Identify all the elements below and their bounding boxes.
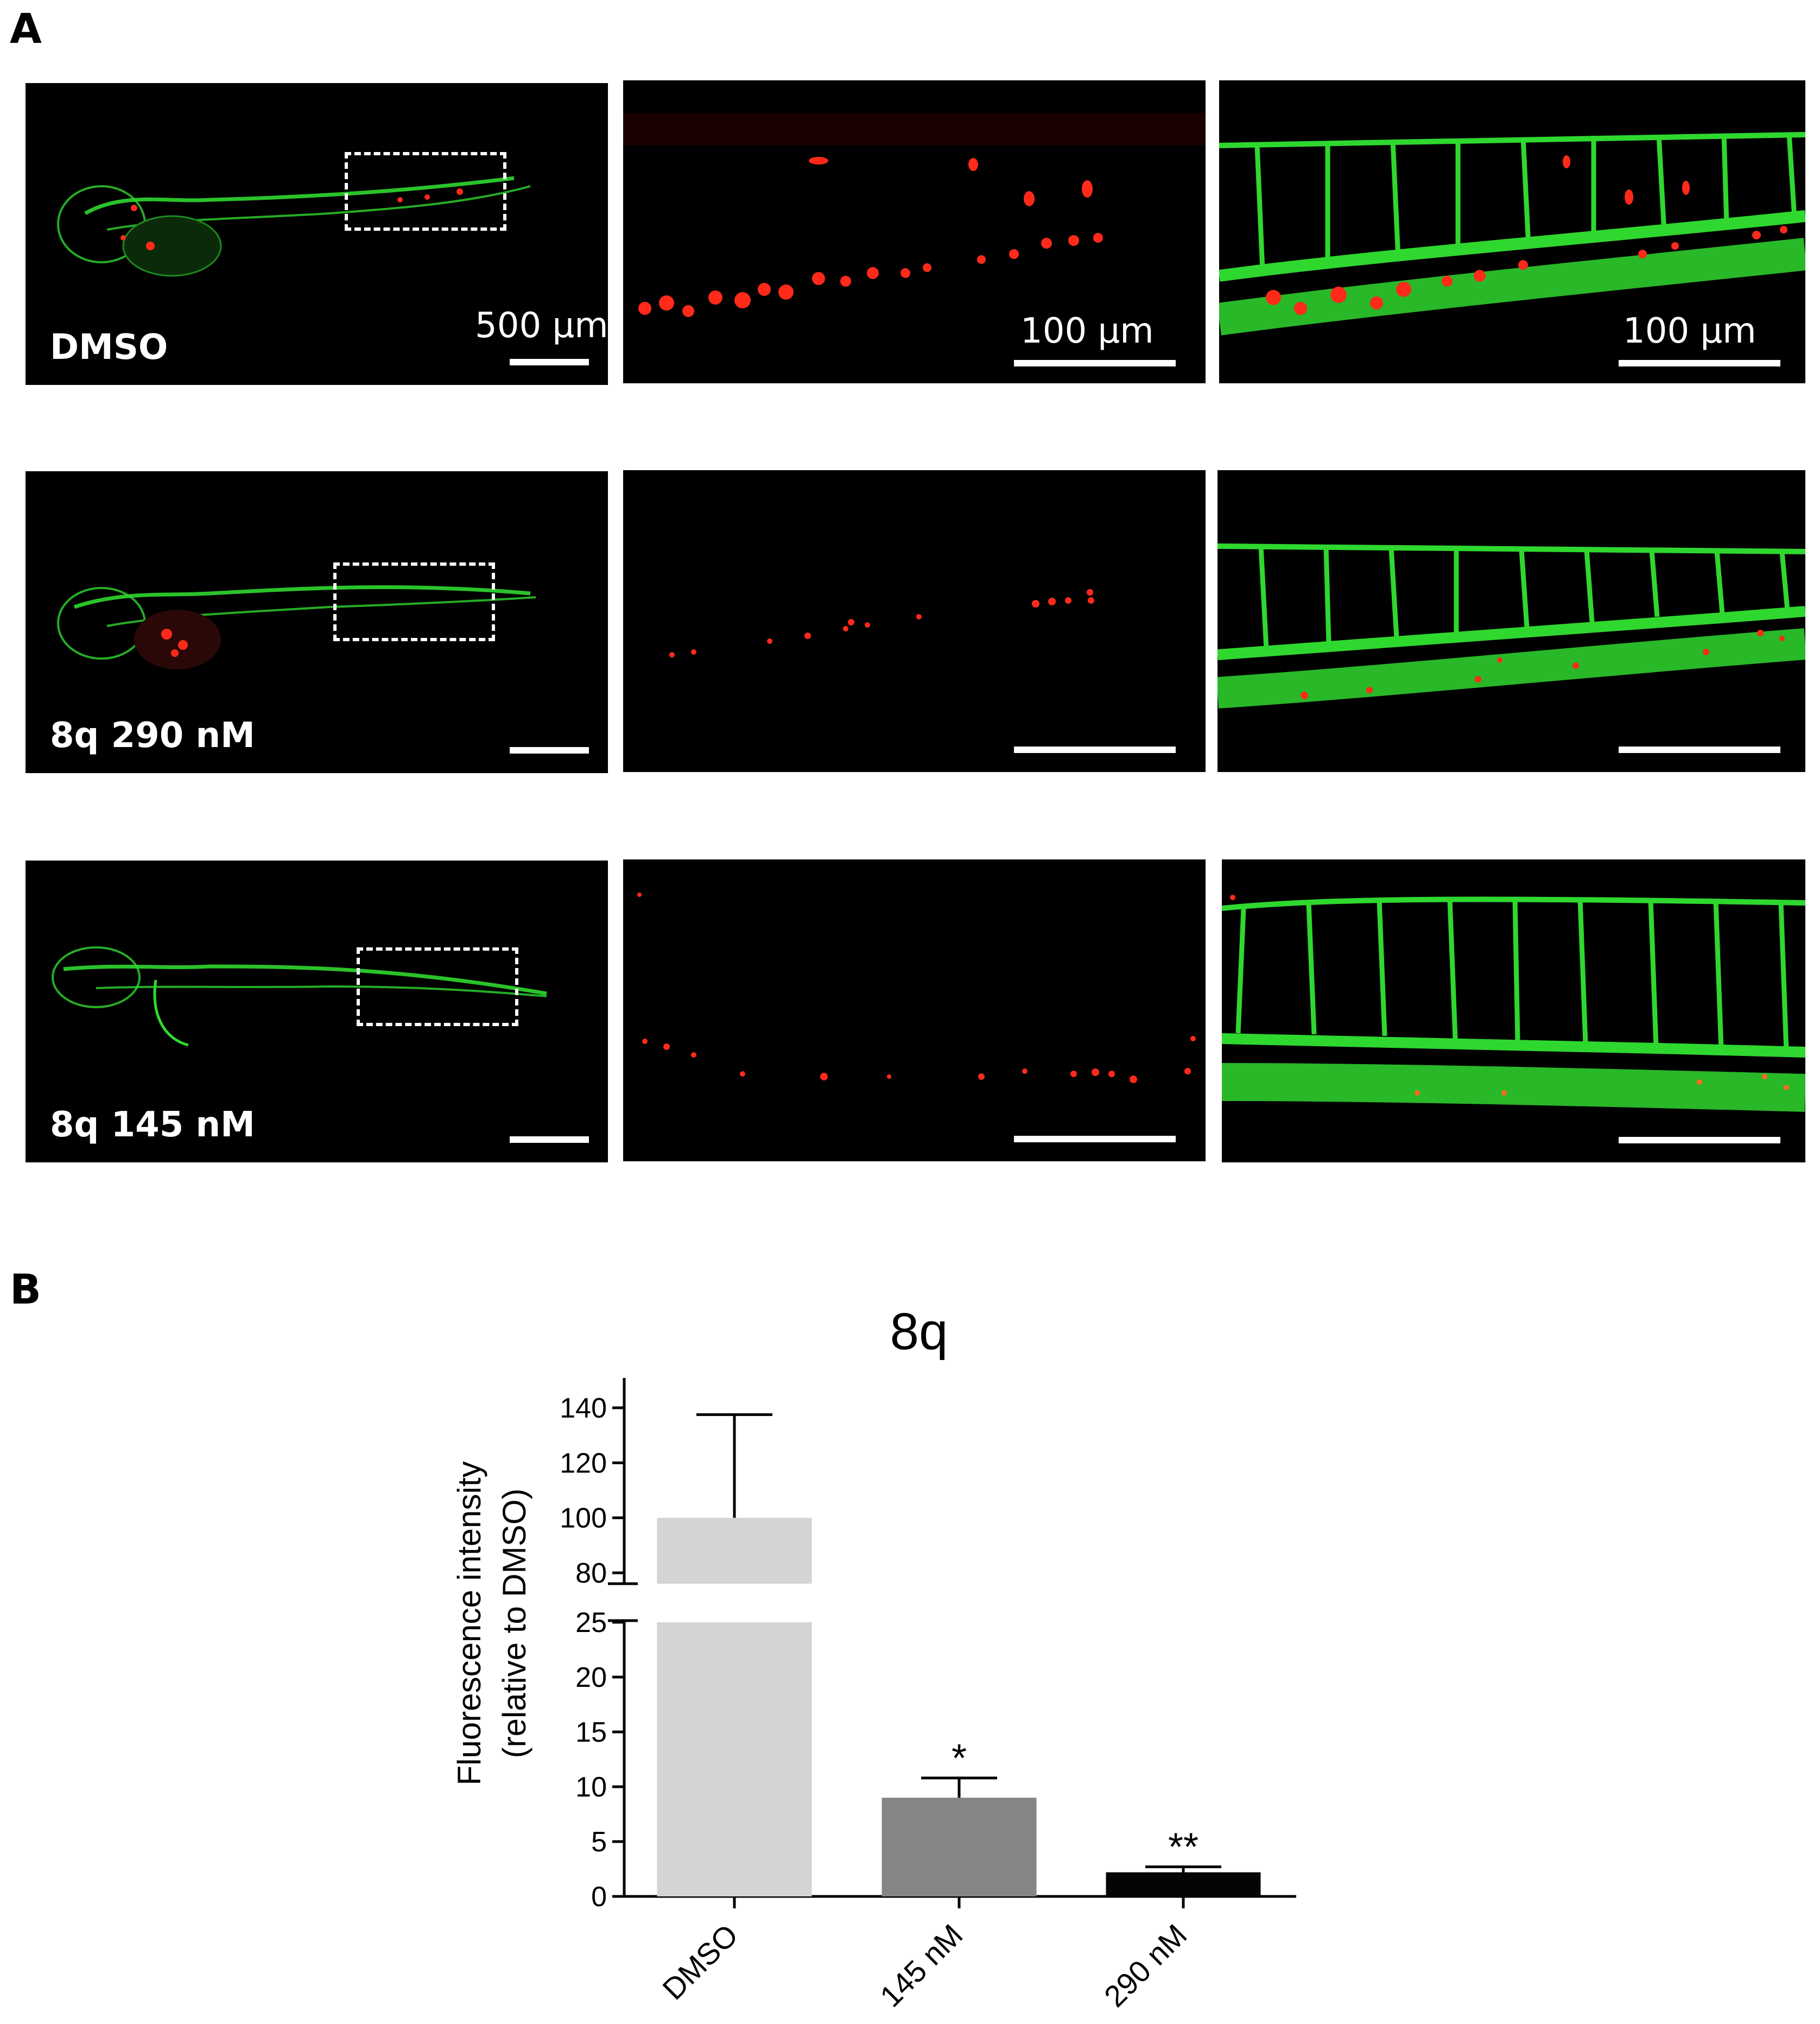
scale-bar bbox=[510, 359, 589, 365]
condition-label: DMSO bbox=[50, 327, 168, 368]
scale-bar bbox=[1014, 360, 1176, 366]
y-axis-label: Fluorescence intensity (relative to DMSO… bbox=[451, 1462, 532, 1786]
y-tick-label: 15 bbox=[575, 1717, 607, 1748]
micrograph-8q-145-whole-larva: 8q 145 nM bbox=[26, 861, 608, 1162]
whole-larva-image bbox=[52, 946, 547, 1047]
y-tick-label: 80 bbox=[575, 1558, 607, 1589]
y-tick-label: 120 bbox=[560, 1447, 607, 1479]
bar-dmso-lower bbox=[657, 1622, 812, 1896]
x-tick-label: 290 nM bbox=[1098, 1918, 1194, 2014]
scale-bar-label: 100 μm bbox=[1623, 311, 1756, 351]
tail-red-image bbox=[669, 589, 1094, 657]
scale-bar bbox=[1619, 360, 1780, 366]
y-axis-label-line2: (relative to DMSO) bbox=[496, 1489, 532, 1759]
micrograph-dmso-tail-red: 100 μm bbox=[623, 80, 1206, 383]
scale-bar bbox=[510, 1136, 589, 1143]
scale-bar bbox=[510, 747, 589, 754]
micrograph-dmso-whole-larva: DMSO 500 μm bbox=[26, 83, 608, 385]
panel-b-letter: B bbox=[10, 1265, 41, 1313]
vessels-merged-image bbox=[1222, 895, 1805, 1112]
micrograph-8q-290-vessels-merged bbox=[1217, 470, 1805, 772]
chart-title: 8q bbox=[890, 1302, 948, 1361]
scale-bar-label: 100 μm bbox=[1020, 311, 1154, 351]
micrograph-dmso-vessels-merged: 100 μm bbox=[1219, 80, 1805, 383]
significance-marker: ** bbox=[1168, 1825, 1198, 1869]
y-tick-label: 20 bbox=[575, 1662, 607, 1693]
whole-larva-image bbox=[57, 585, 536, 669]
x-tick-label: DMSO bbox=[656, 1918, 744, 2006]
region-of-interest-box bbox=[333, 562, 495, 641]
bar-290-nm bbox=[1106, 1872, 1261, 1896]
y-tick-label: 10 bbox=[575, 1772, 607, 1803]
scale-bar bbox=[1619, 1137, 1780, 1143]
y-tick-label: 140 bbox=[560, 1393, 607, 1424]
y-tick-label: 25 bbox=[575, 1607, 607, 1639]
condition-label: 8q 145 nM bbox=[50, 1105, 255, 1145]
tick-labels: 0 5 10 15 20 25 80 100 120 140 DMSO * 145 nM ** 290 nM bbox=[560, 1393, 1198, 2014]
error-bars bbox=[696, 1413, 1221, 1873]
scale-bar bbox=[1014, 747, 1176, 753]
micrograph-8q-290-tail-red bbox=[623, 470, 1206, 772]
whole-larva-image bbox=[57, 176, 531, 277]
tail-red-image bbox=[623, 113, 1206, 317]
panel-a-letter: A bbox=[10, 4, 42, 53]
scale-bar-label: 500 μm bbox=[475, 306, 608, 346]
scale-bar bbox=[1014, 1136, 1176, 1142]
bar-dmso-upper bbox=[657, 1517, 812, 1584]
vessels-merged-image bbox=[1217, 543, 1805, 709]
scale-bar bbox=[1619, 747, 1780, 753]
region-of-interest-box bbox=[345, 152, 506, 231]
condition-label: 8q 290 nM bbox=[50, 716, 255, 756]
micrograph-8q-290-whole-larva: 8q 290 nM bbox=[26, 471, 608, 773]
x-tick-label: 145 nM bbox=[873, 1918, 969, 2014]
bar-145-nm bbox=[882, 1798, 1037, 1896]
micrograph-8q-145-tail-red bbox=[623, 859, 1206, 1161]
micrograph-8q-145-vessels-merged bbox=[1222, 859, 1805, 1162]
significance-marker: * bbox=[952, 1737, 967, 1780]
y-tick-label: 0 bbox=[591, 1881, 607, 1913]
tail-red-image bbox=[637, 893, 1196, 1083]
y-tick-label: 100 bbox=[560, 1503, 607, 1534]
y-axis-label-line1: Fluorescence intensity bbox=[451, 1462, 487, 1786]
y-tick-label: 5 bbox=[591, 1826, 607, 1858]
bars bbox=[657, 1517, 1261, 1896]
region-of-interest-box bbox=[357, 947, 518, 1026]
vessels-merged-image bbox=[1219, 132, 1805, 336]
bar-chart: 8q Fluorescence intensity (relative to D… bbox=[451, 1302, 1296, 2014]
